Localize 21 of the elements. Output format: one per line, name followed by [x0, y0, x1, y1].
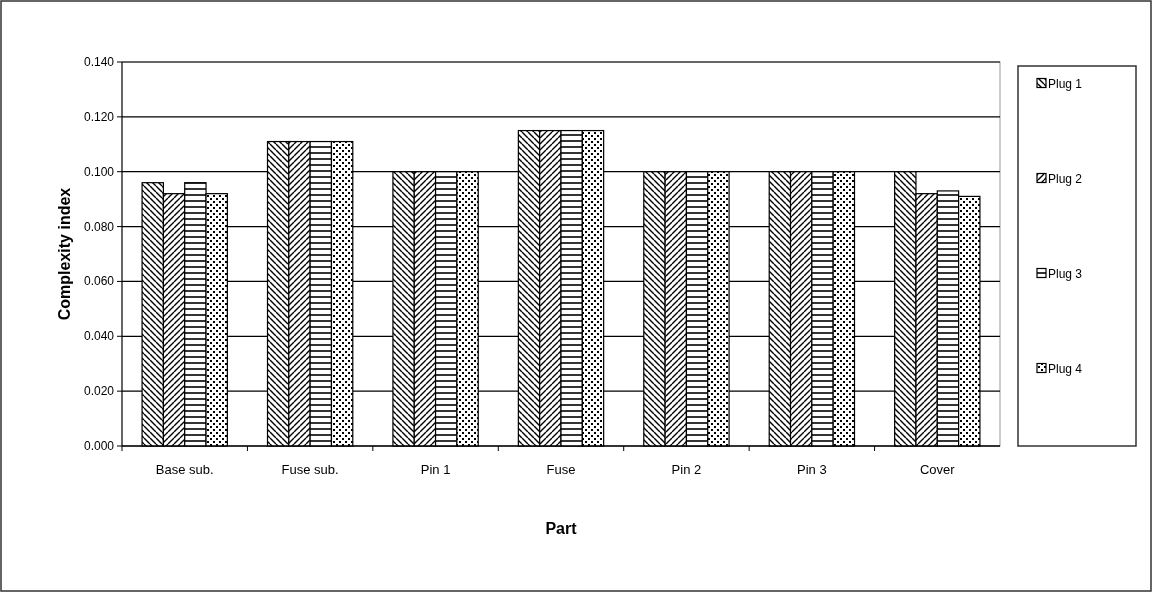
- x-tick-label: Base sub.: [155, 462, 214, 477]
- legend-label: Plug 2: [1048, 171, 1083, 186]
- x-tick-label: Cover: [919, 462, 956, 477]
- y-tick-label: 0.140: [83, 55, 115, 69]
- x-axis-title: Part: [545, 520, 578, 537]
- x-tick-label: Pin 2: [671, 462, 702, 477]
- y-axis-title: Complexity index: [56, 187, 73, 321]
- x-tick-label: Fuse sub.: [281, 462, 339, 477]
- x-tick-label: Pin 3: [797, 462, 827, 477]
- y-tick-label: 0.040: [83, 329, 115, 344]
- y-tick-label: 0.120: [83, 109, 115, 124]
- x-tick-label: Fuse: [546, 462, 576, 477]
- y-tick-label: 0.080: [83, 219, 115, 234]
- legend-label: Plug 4: [1048, 361, 1083, 376]
- legend-label: Plug 1: [1048, 76, 1083, 91]
- y-tick-label: 0.060: [83, 274, 115, 289]
- x-tick-label: Pin 1: [420, 462, 451, 477]
- y-tick-label: 0.000: [83, 439, 115, 453]
- y-tick-label: 0.020: [83, 384, 115, 399]
- y-tick-label: 0.100: [83, 164, 115, 179]
- legend-label: Plug 3: [1048, 266, 1083, 281]
